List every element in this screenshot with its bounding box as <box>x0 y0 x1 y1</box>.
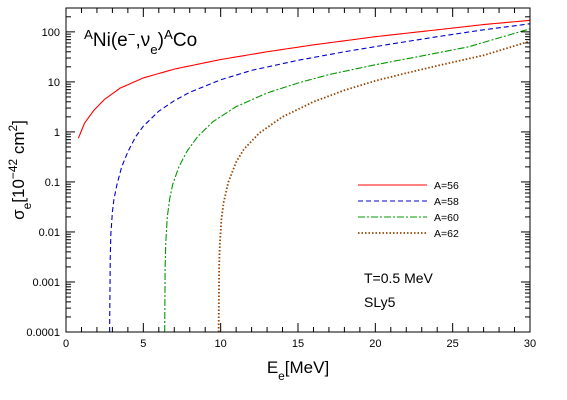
x-tick-label: 0 <box>63 338 69 350</box>
series-line-a-56 <box>77 19 530 139</box>
x-tick-label: 5 <box>140 338 146 350</box>
axis-ticks <box>65 7 531 333</box>
y-tick-label: 1 <box>54 127 60 139</box>
x-tick-label: 30 <box>524 338 536 350</box>
axis-tick-labels: 0 5 10 15 20 25 30 0.0001 0.001 0.01 0.1 1 10 100 <box>26 27 536 350</box>
legend-label: A=58 <box>434 196 459 208</box>
y-tick-label: 0.1 <box>45 177 60 189</box>
series-line-a-58 <box>109 23 530 332</box>
chart-title: ANi(e−,νe)ACo <box>84 27 197 57</box>
legend-label: A=56 <box>434 180 459 192</box>
y-tick-label: 0.01 <box>39 227 60 239</box>
x-tick-label: 20 <box>369 338 381 350</box>
x-tick-label: 15 <box>292 338 304 350</box>
series-line-a-60 <box>164 28 530 332</box>
y-tick-label: 10 <box>48 77 60 89</box>
annotations: T=0.5 MeV SLy5 <box>364 270 434 310</box>
legend: A=56 A=58 A=60 A=62 <box>358 180 459 240</box>
y-tick-label: 0.0001 <box>26 327 60 339</box>
x-tick-label: 25 <box>447 338 459 350</box>
x-axis-label: Ee[MeV] <box>267 358 329 383</box>
y-tick-label: 0.001 <box>32 277 60 289</box>
y-axis-label: σe[10−42 cm2] <box>6 120 34 220</box>
x-tick-label: 10 <box>215 338 227 350</box>
annotation-text: SLy5 <box>364 294 396 310</box>
legend-label: A=62 <box>434 228 459 240</box>
y-tick-label: 100 <box>42 27 60 39</box>
annotation-text: T=0.5 MeV <box>364 270 434 286</box>
series-layer <box>77 19 530 332</box>
legend-label: A=60 <box>434 212 459 224</box>
